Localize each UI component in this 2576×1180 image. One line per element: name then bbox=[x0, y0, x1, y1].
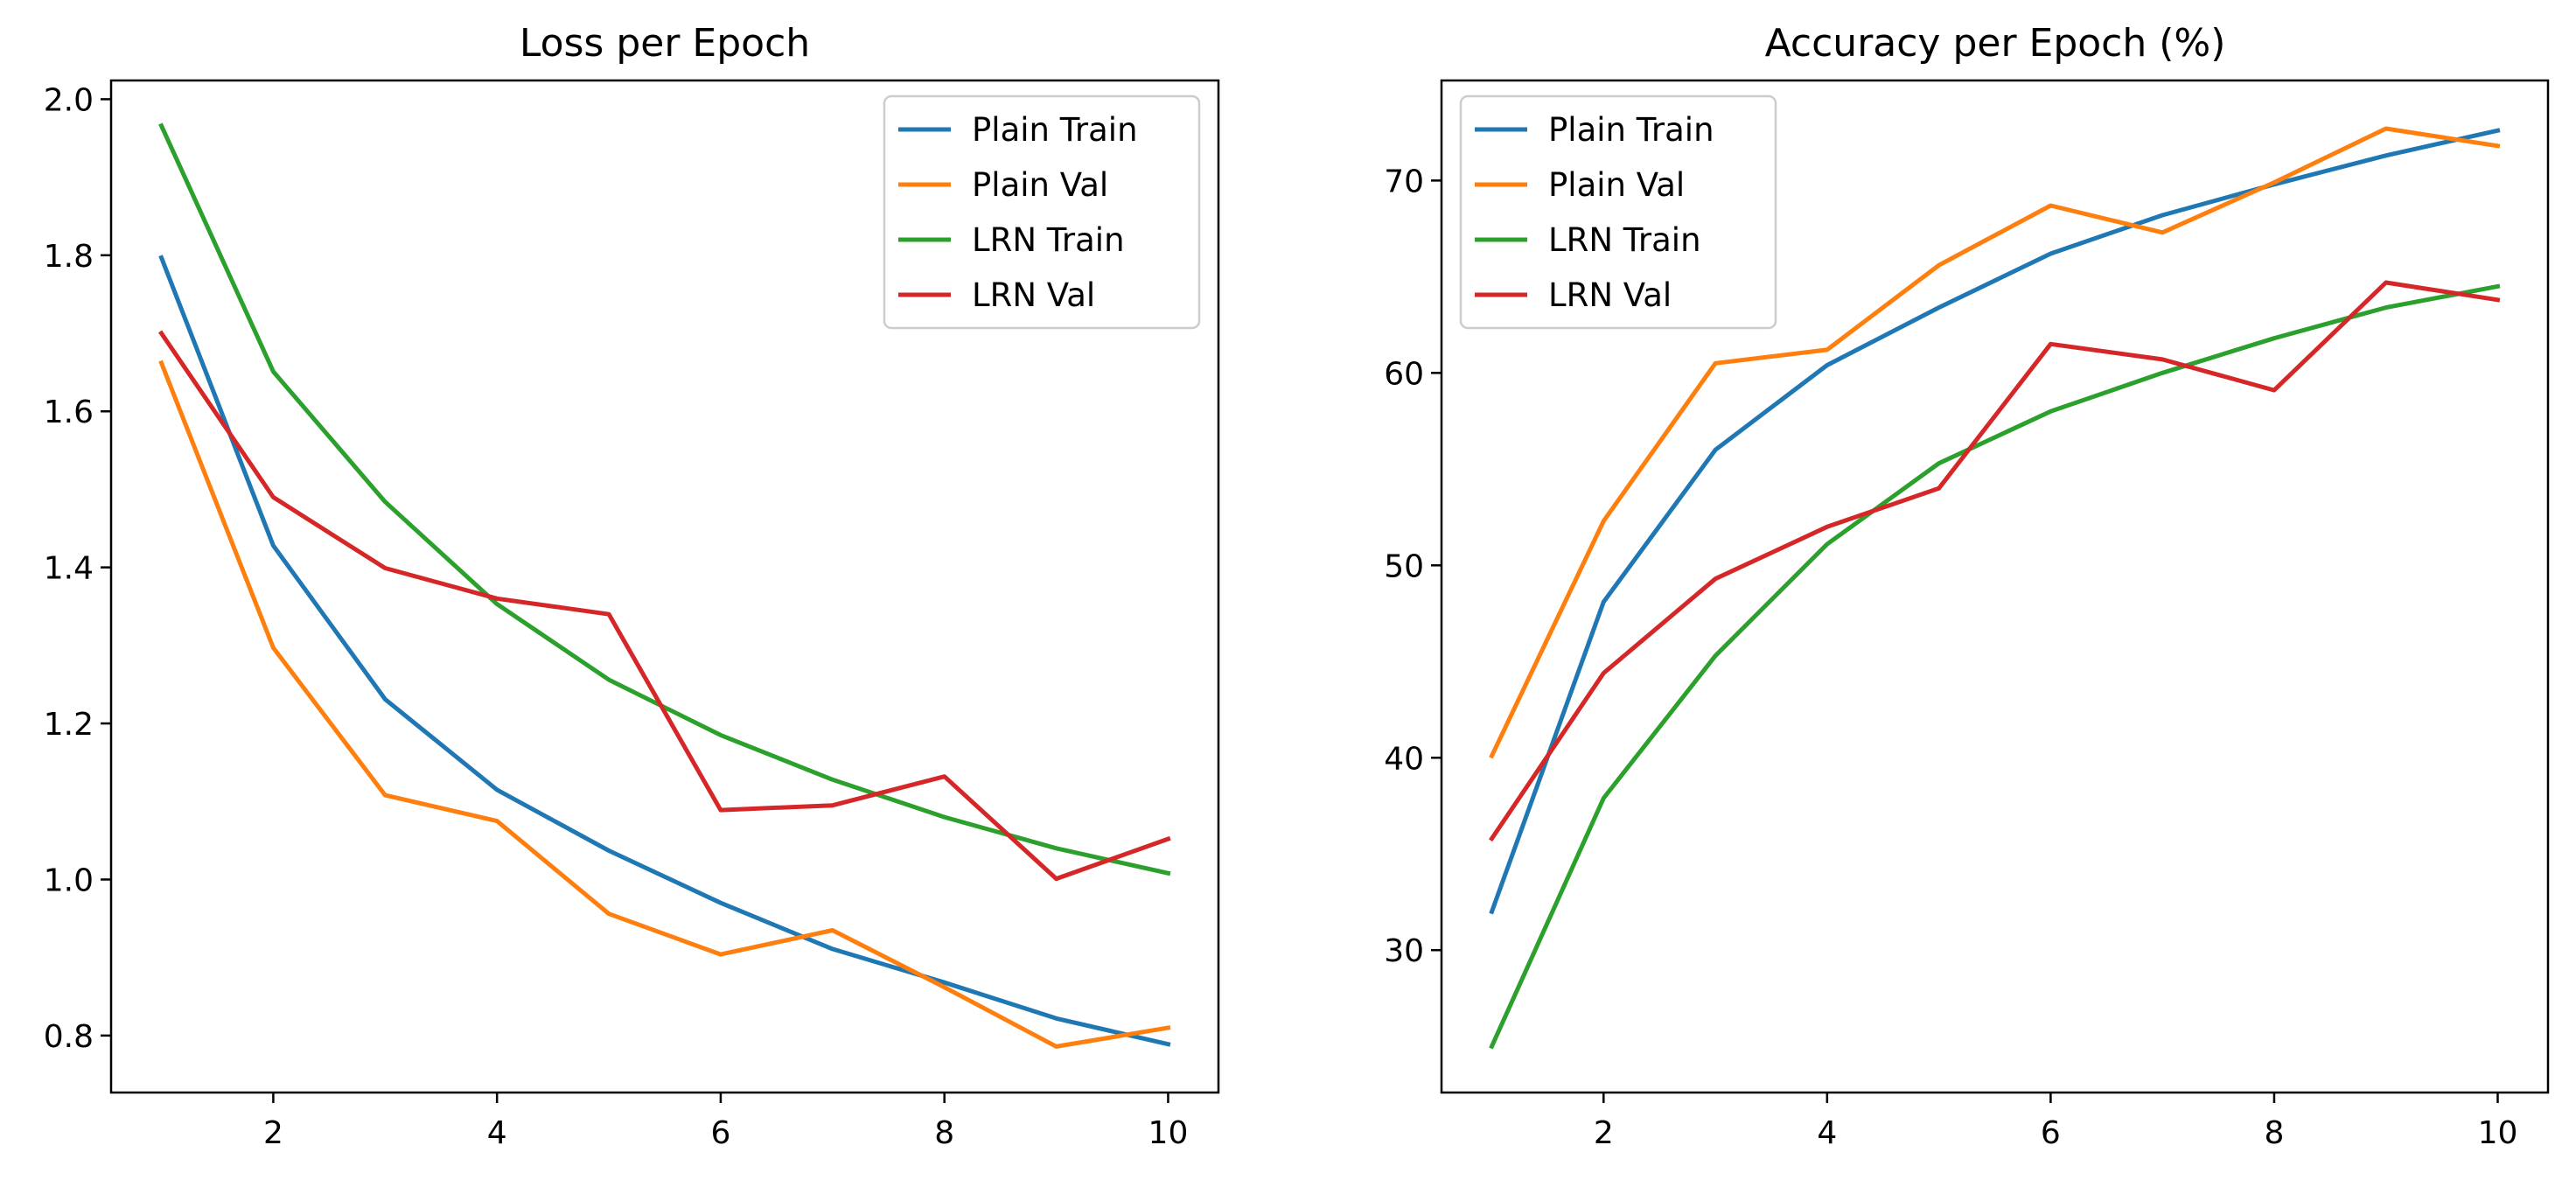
accuracy-chart-panel: Accuracy per Epoch (%) 2 4 6 8 10 30 40 50 60 70 P… bbox=[1384, 21, 2550, 1151]
accuracy-legend-label: Plain Train bbox=[1548, 111, 1714, 149]
accuracy-legend: Plain Train Plain Val LRN Train LRN Val bbox=[1459, 94, 1777, 330]
accuracy-x-tick-label: 10 bbox=[2478, 1115, 2518, 1151]
loss-series-line-plain-val bbox=[158, 360, 1171, 1049]
loss-x-tick-label: 4 bbox=[487, 1115, 507, 1151]
loss-legend-box bbox=[883, 94, 1201, 330]
accuracy-series-line-plain-train bbox=[1489, 128, 2501, 915]
accuracy-legend-label: Plain Val bbox=[1548, 166, 1685, 204]
loss-legend-label: LRN Train bbox=[972, 221, 1125, 259]
accuracy-chart-title: Accuracy per Epoch (%) bbox=[1765, 21, 2226, 66]
loss-legend-label: Plain Train bbox=[972, 111, 1138, 149]
loss-legend: Plain Train Plain Val LRN Train LRN Val bbox=[883, 94, 1201, 330]
loss-x-tick-label: 8 bbox=[934, 1115, 954, 1151]
accuracy-y-tick-label: 60 bbox=[1384, 356, 1424, 392]
accuracy-series-line-plain-val bbox=[1489, 126, 2501, 759]
loss-series-line-lrn-train bbox=[158, 122, 1171, 876]
loss-legend-label: LRN Val bbox=[972, 276, 1095, 314]
accuracy-legend-label: LRN Val bbox=[1548, 276, 1672, 314]
accuracy-axes-frame bbox=[1440, 79, 2550, 1094]
loss-x-tick-label: 2 bbox=[263, 1115, 283, 1151]
loss-series-line-lrn-val bbox=[158, 330, 1171, 882]
loss-chart-title: Loss per Epoch bbox=[520, 21, 810, 66]
accuracy-x-tick-label: 4 bbox=[1817, 1115, 1837, 1151]
loss-chart-panel: Loss per Epoch 2 4 6 8 10 0.8 1.0 1.2 1.4 1.6 1.8 2… bbox=[44, 21, 1220, 1151]
accuracy-series-line-lrn-val bbox=[1489, 280, 2501, 842]
accuracy-y-tick-label: 40 bbox=[1384, 741, 1424, 777]
accuracy-y-tick-label: 70 bbox=[1384, 164, 1424, 199]
loss-y-tick-label: 1.6 bbox=[44, 394, 94, 430]
loss-y-tick-label: 0.8 bbox=[44, 1019, 94, 1055]
loss-series-line-plain-train bbox=[158, 255, 1171, 1047]
accuracy-y-tick-label: 30 bbox=[1384, 933, 1424, 969]
accuracy-x-tick-label: 8 bbox=[2264, 1115, 2284, 1151]
loss-x-tick-label: 6 bbox=[710, 1115, 730, 1151]
loss-y-tick-label: 1.2 bbox=[44, 707, 94, 743]
loss-axes-frame bbox=[109, 79, 1220, 1094]
accuracy-x-tick-label: 6 bbox=[2041, 1115, 2061, 1151]
loss-y-tick-label: 1.0 bbox=[44, 862, 94, 898]
loss-y-tick-label: 1.4 bbox=[44, 551, 94, 587]
loss-legend-label: Plain Val bbox=[972, 166, 1108, 204]
accuracy-legend-box bbox=[1459, 94, 1777, 330]
loss-y-tick-label: 2.0 bbox=[44, 82, 94, 118]
accuracy-y-tick-label: 50 bbox=[1384, 548, 1424, 584]
accuracy-x-tick-label: 2 bbox=[1594, 1115, 1614, 1151]
accuracy-series-line-lrn-train bbox=[1489, 283, 2501, 1050]
loss-y-tick-label: 1.8 bbox=[44, 239, 94, 275]
loss-x-tick-label: 10 bbox=[1148, 1115, 1189, 1151]
accuracy-chart-plot-area: 2 4 6 8 10 30 40 50 60 70 Plain Train Plain Val LRN … bbox=[1384, 79, 2550, 1151]
accuracy-legend-label: LRN Train bbox=[1548, 221, 1701, 259]
